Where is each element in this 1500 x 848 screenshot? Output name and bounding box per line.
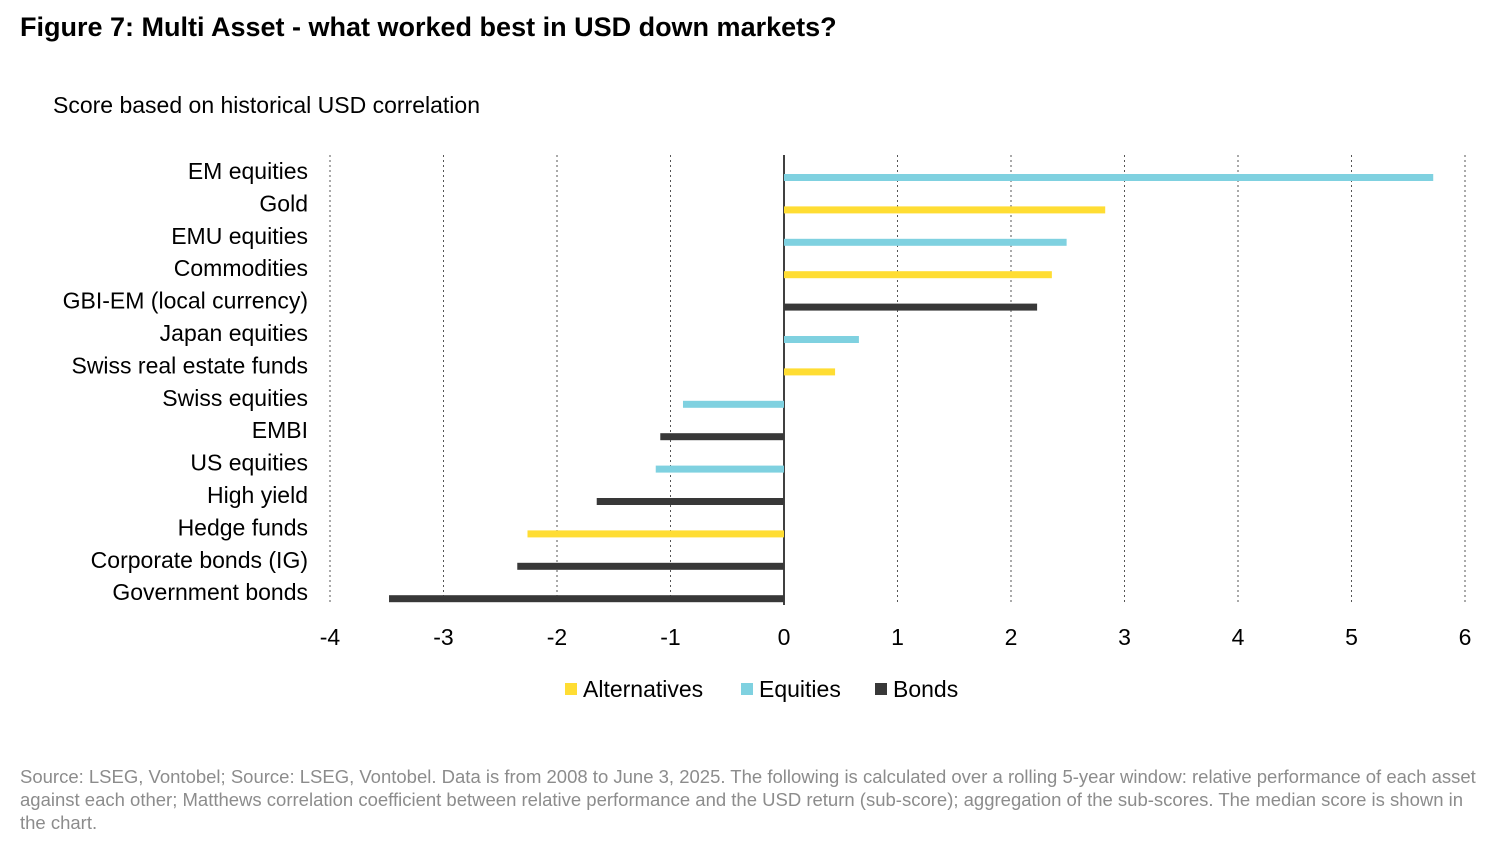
category-label: Japan equities bbox=[160, 320, 308, 346]
category-label: Commodities bbox=[174, 255, 308, 281]
bar bbox=[784, 271, 1052, 279]
bar bbox=[784, 206, 1106, 214]
category-label: GBI-EM (local currency) bbox=[63, 288, 308, 314]
x-tick-label: -4 bbox=[320, 624, 341, 650]
category-label: Swiss real estate funds bbox=[71, 352, 308, 378]
legend-label: Equities bbox=[759, 676, 841, 702]
category-label: EMU equities bbox=[171, 223, 308, 249]
bar bbox=[784, 336, 859, 343]
category-label: Corporate bonds (IG) bbox=[91, 547, 308, 573]
legend-swatch bbox=[741, 683, 753, 695]
legend-label: Alternatives bbox=[583, 676, 703, 702]
bar bbox=[682, 400, 784, 408]
category-labels: EM equities Gold EMU equities Commodities GB… bbox=[63, 158, 308, 605]
bar bbox=[517, 562, 784, 570]
x-tick-label: 2 bbox=[1005, 624, 1018, 650]
x-tick-label: -1 bbox=[660, 624, 680, 650]
bar-chart: EM equities Gold EMU equities Commodities GB… bbox=[63, 155, 1472, 702]
x-tick-label: 3 bbox=[1118, 624, 1131, 650]
legend-swatch bbox=[875, 683, 887, 695]
category-label: EMBI bbox=[252, 417, 308, 443]
category-label: US equities bbox=[190, 450, 308, 476]
bar bbox=[784, 238, 1067, 246]
legend: Alternatives Equities Bonds bbox=[565, 676, 958, 702]
bar bbox=[596, 498, 784, 505]
bar bbox=[784, 174, 1434, 181]
source-note: Source: LSEG, Vontobel; Source: LSEG, Vo… bbox=[20, 766, 1476, 833]
legend-label: Bonds bbox=[893, 676, 958, 702]
gridlines bbox=[329, 155, 1466, 605]
category-label: Government bonds bbox=[112, 579, 308, 605]
category-label: Swiss equities bbox=[162, 385, 308, 411]
category-label: High yield bbox=[207, 482, 308, 508]
x-tick-label: 1 bbox=[891, 624, 904, 650]
bars bbox=[389, 174, 1434, 603]
bar bbox=[655, 465, 784, 473]
category-label: EM equities bbox=[188, 158, 308, 184]
legend-swatch bbox=[565, 683, 577, 695]
bar bbox=[784, 303, 1038, 311]
bar bbox=[527, 530, 784, 538]
category-label: Hedge funds bbox=[178, 514, 308, 540]
x-tick-label: 0 bbox=[778, 624, 791, 650]
category-label: Gold bbox=[259, 190, 308, 216]
bar bbox=[784, 368, 836, 376]
x-tick-label: 6 bbox=[1459, 624, 1472, 650]
x-tick-label: 5 bbox=[1345, 624, 1358, 650]
bar bbox=[389, 595, 784, 603]
x-tick-labels: -4 -3 -2 -1 0 1 2 3 4 5 6 bbox=[320, 624, 1472, 650]
bar bbox=[660, 433, 784, 441]
x-tick-label: 4 bbox=[1232, 624, 1245, 650]
x-tick-label: -3 bbox=[433, 624, 453, 650]
x-tick-label: -2 bbox=[547, 624, 567, 650]
chart-subtitle: Score based on historical USD correlatio… bbox=[53, 92, 480, 118]
figure-title: Figure 7: Multi Asset - what worked best… bbox=[20, 12, 837, 42]
